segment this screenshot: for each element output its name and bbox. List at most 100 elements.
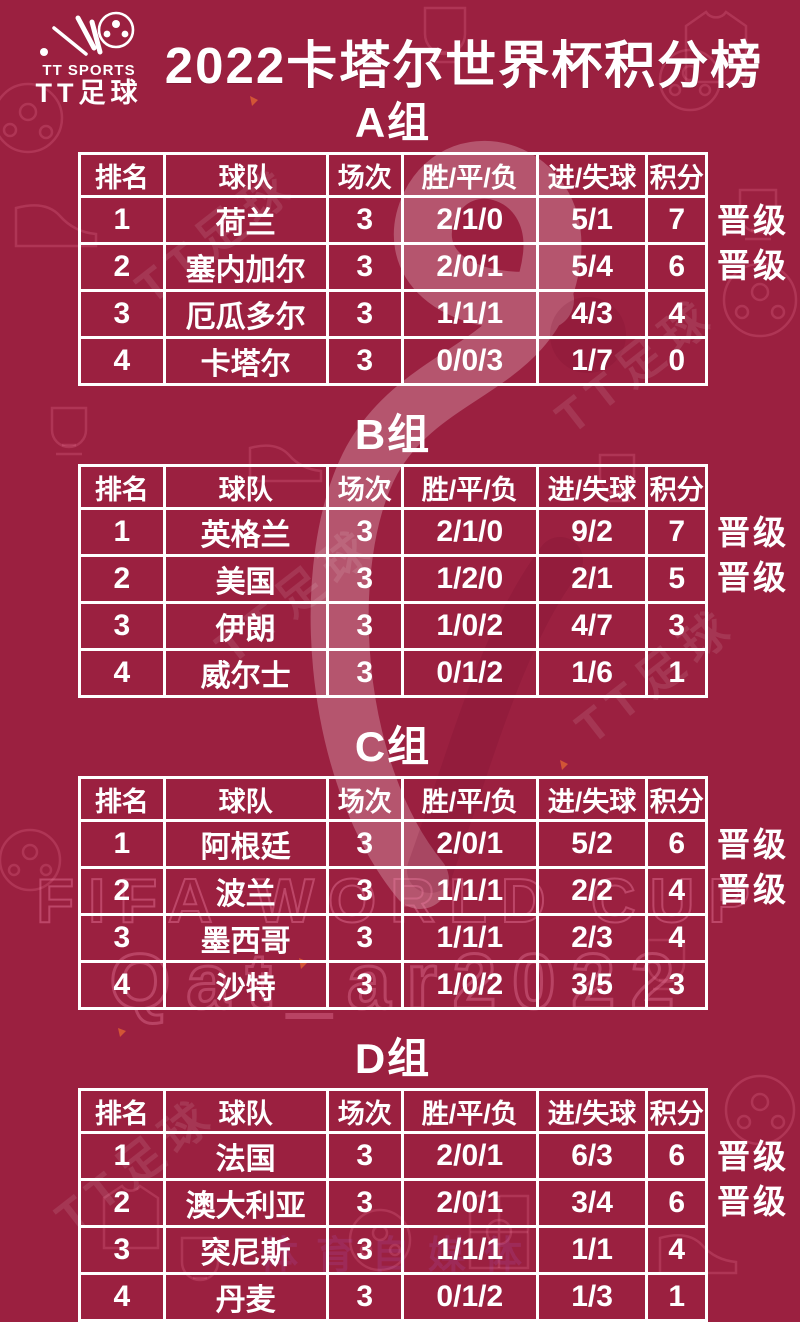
played-cell: 3 (325, 507, 404, 557)
col-header-wdl: 胜/平/负 (400, 152, 539, 198)
qualify-label: 晋级 (717, 513, 789, 551)
played-cell: 3 (325, 819, 404, 869)
points-cell: 6 (645, 1131, 708, 1181)
col-header-rank: 排名 (78, 464, 166, 510)
rank-cell: 1 (78, 1131, 166, 1181)
col-header-team: 球队 (162, 776, 329, 822)
rank-cell: 4 (78, 960, 166, 1010)
table-header-row: 排名 球队 场次 胜/平/负 进/失球 积分 (78, 152, 708, 198)
wdl-cell: 2/0/1 (400, 1131, 539, 1181)
col-header-rank: 排名 (78, 776, 166, 822)
points-cell: 4 (645, 1225, 708, 1275)
rank-cell: 2 (78, 242, 166, 292)
rank-cell: 3 (78, 913, 166, 963)
points-cell: 6 (645, 1178, 708, 1228)
group-title: B组 (354, 411, 432, 458)
rank-cell: 1 (78, 507, 166, 557)
qualify-label: 晋级 (717, 246, 789, 284)
col-header-wdl: 胜/平/负 (400, 464, 539, 510)
wdl-cell: 1/1/1 (400, 913, 539, 963)
goals-cell: 2/1 (535, 554, 649, 604)
played-cell: 3 (325, 289, 404, 339)
points-cell: 7 (645, 507, 708, 557)
qualify-label (708, 285, 794, 330)
wdl-cell: 1/2/0 (400, 554, 539, 604)
col-header-goals: 进/失球 (535, 464, 649, 510)
played-cell: 3 (325, 1272, 404, 1322)
wdl-cell: 2/0/1 (400, 1178, 539, 1228)
header: TT SPORTS TT足球 2022卡塔尔世界杯积分榜 (0, 0, 800, 108)
wdl-cell: 2/0/1 (400, 242, 539, 292)
soccer-ball-comet-icon (40, 11, 135, 56)
qualify-label: 晋级 (717, 1137, 789, 1175)
team-cell: 塞内加尔 (162, 242, 329, 292)
played-cell: 3 (325, 1131, 404, 1181)
qualify-label (708, 1266, 794, 1311)
qualify-label: 晋级 (717, 825, 789, 863)
standings-table-wrap: 排名 球队 场次 胜/平/负 进/失球 积分 1 阿根廷 3 2/0/1 5/2 6 2 波兰… (78, 776, 786, 1010)
col-header-team: 球队 (162, 152, 329, 198)
qualify-label (708, 1221, 794, 1266)
standings-table: 排名 球队 场次 胜/平/负 进/失球 积分 1 阿根廷 3 2/0/1 5/2 6 2 波兰… (78, 776, 708, 1010)
rank-cell: 1 (78, 819, 166, 869)
standings-table: 排名 球队 场次 胜/平/负 进/失球 积分 1 英格兰 3 2/1/0 9/2 7 2 美国… (78, 464, 708, 698)
points-cell: 3 (645, 960, 708, 1010)
group-title: C组 (354, 723, 432, 770)
page-title: 2022卡塔尔世界杯积分榜 (164, 37, 764, 94)
goals-cell: 1/7 (535, 336, 649, 386)
qualify-label: 晋级 (717, 558, 789, 596)
table-header-row: 排名 球队 场次 胜/平/负 进/失球 积分 (78, 1088, 708, 1134)
played-cell: 3 (325, 195, 404, 245)
played-cell: 3 (325, 242, 404, 292)
points-cell: 6 (645, 242, 708, 292)
played-cell: 3 (325, 601, 404, 651)
col-header-wdl: 胜/平/负 (400, 1088, 539, 1134)
col-header-points: 积分 (645, 776, 708, 822)
table-row: 3 伊朗 3 1/0/2 4/7 3 (78, 601, 708, 651)
qualify-column: 晋级 晋级 (708, 819, 794, 999)
team-cell: 墨西哥 (162, 913, 329, 963)
goals-cell: 1/1 (535, 1225, 649, 1275)
col-header-points: 积分 (645, 1088, 708, 1134)
col-header-goals: 进/失球 (535, 1088, 649, 1134)
col-header-wdl: 胜/平/负 (400, 776, 539, 822)
col-header-played: 场次 (325, 464, 404, 510)
goals-cell: 4/3 (535, 289, 649, 339)
col-header-team: 球队 (162, 464, 329, 510)
qualify-label (708, 597, 794, 642)
col-header-played: 场次 (325, 1088, 404, 1134)
played-cell: 3 (325, 336, 404, 386)
played-cell: 3 (325, 554, 404, 604)
points-cell: 1 (645, 1272, 708, 1322)
rank-cell: 1 (78, 195, 166, 245)
qualify-label (708, 909, 794, 954)
team-cell: 伊朗 (162, 601, 329, 651)
wdl-cell: 0/1/2 (400, 648, 539, 698)
rank-cell: 2 (78, 1178, 166, 1228)
col-header-points: 积分 (645, 152, 708, 198)
table-row: 2 波兰 3 1/1/1 2/2 4 (78, 866, 708, 916)
col-header-points: 积分 (645, 464, 708, 510)
points-cell: 7 (645, 195, 708, 245)
wdl-cell: 2/1/0 (400, 195, 539, 245)
table-header-row: 排名 球队 场次 胜/平/负 进/失球 积分 (78, 464, 708, 510)
qualify-column: 晋级 晋级 (708, 195, 794, 375)
points-cell: 3 (645, 601, 708, 651)
rank-cell: 2 (78, 554, 166, 604)
rank-cell: 2 (78, 866, 166, 916)
points-cell: 4 (645, 289, 708, 339)
goals-cell: 1/3 (535, 1272, 649, 1322)
goals-cell: 3/4 (535, 1178, 649, 1228)
wdl-cell: 1/1/1 (400, 866, 539, 916)
logo-brand-text-cn: TT足球 (35, 78, 143, 109)
col-header-played: 场次 (325, 152, 404, 198)
played-cell: 3 (325, 1178, 404, 1228)
col-header-goals: 进/失球 (535, 776, 649, 822)
goals-cell: 5/4 (535, 242, 649, 292)
rank-cell: 4 (78, 648, 166, 698)
goals-cell: 1/6 (535, 648, 649, 698)
table-row: 4 卡塔尔 3 0/0/3 1/7 0 (78, 336, 708, 386)
team-cell: 澳大利亚 (162, 1178, 329, 1228)
table-row: 1 法国 3 2/0/1 6/3 6 (78, 1131, 708, 1181)
